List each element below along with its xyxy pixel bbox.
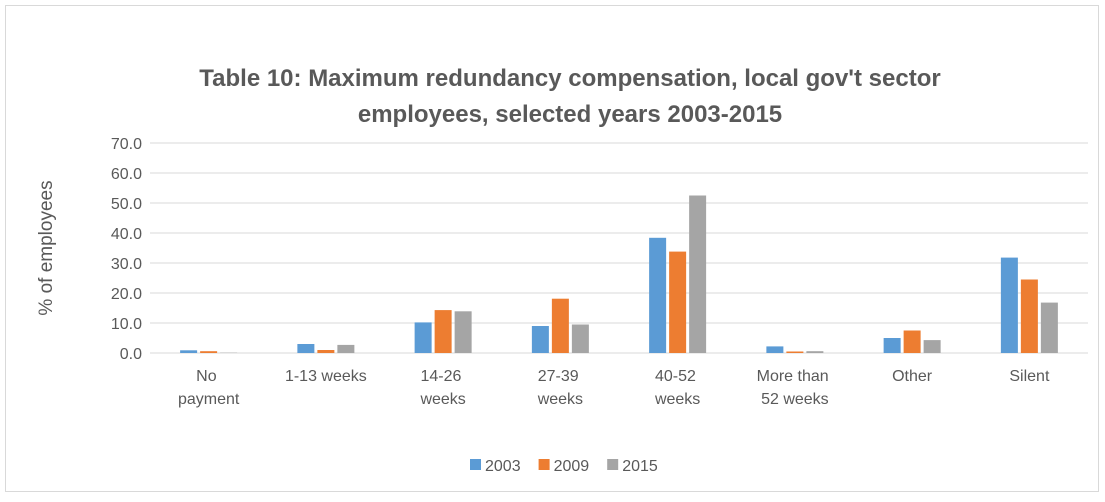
bar	[649, 238, 666, 353]
chart-title: employees, selected years 2003-2015	[358, 101, 782, 128]
y-tick-label: 60.0	[111, 166, 142, 183]
y-axis-label: % of employees	[36, 180, 57, 315]
x-tick-line: More than	[757, 368, 833, 385]
y-tick-label: 70.0	[111, 136, 142, 153]
legend-swatch	[607, 459, 618, 470]
bar	[1041, 303, 1058, 353]
y-tick-label: 0.0	[120, 346, 142, 363]
bar	[884, 338, 901, 353]
bar	[669, 252, 686, 353]
x-tick-line: payment	[178, 391, 240, 408]
bar	[766, 346, 783, 353]
y-tick-label: 40.0	[111, 226, 142, 243]
bar	[200, 351, 217, 353]
x-tick-label: Silent	[1009, 368, 1050, 385]
bar	[415, 322, 432, 353]
bar	[180, 350, 197, 353]
bar	[297, 344, 314, 353]
legend-label: 2003	[485, 458, 521, 475]
legend-label: 2009	[554, 458, 590, 475]
bar	[786, 352, 803, 354]
bar	[904, 331, 921, 354]
x-tick-line: No	[196, 368, 221, 385]
bar	[455, 311, 472, 353]
y-tick-label: 20.0	[111, 286, 142, 303]
bar	[924, 340, 941, 353]
y-tick-label: 50.0	[111, 196, 142, 213]
bar	[532, 326, 549, 353]
x-tick-line: weeks	[537, 391, 583, 408]
bar	[572, 325, 589, 354]
legend-label: 2015	[622, 458, 658, 475]
x-tick-label: Other	[892, 368, 933, 385]
bar	[552, 299, 569, 353]
x-tick-label: 1-13 weeks	[285, 368, 367, 385]
bar	[806, 351, 823, 353]
bar	[337, 345, 354, 353]
legend-swatch	[539, 459, 550, 470]
legend-swatch	[470, 459, 481, 470]
x-tick-line: 52 weeks	[761, 391, 829, 408]
x-tick-line: weeks	[654, 391, 700, 408]
x-tick-line: 14-26	[420, 368, 465, 385]
x-tick-line: weeks	[419, 391, 465, 408]
bar	[435, 310, 452, 353]
chart-title: Table 10: Maximum redundancy compensatio…	[199, 65, 940, 92]
bar	[317, 350, 334, 353]
x-tick-line: 27-39	[538, 368, 583, 385]
x-tick-line: 40-52	[655, 368, 700, 385]
bar	[1021, 280, 1038, 354]
y-tick-label: 30.0	[111, 256, 142, 273]
bar	[1001, 258, 1018, 353]
y-tick-label: 10.0	[111, 316, 142, 333]
bar	[689, 196, 706, 354]
